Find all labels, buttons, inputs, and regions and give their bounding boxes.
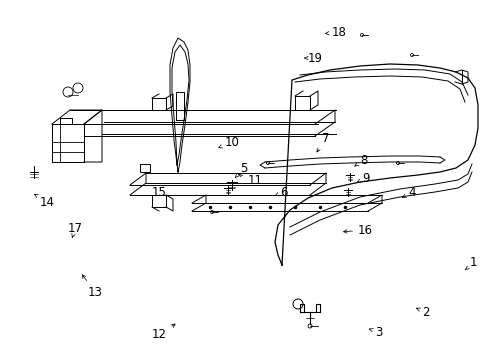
Text: 16: 16 <box>343 224 372 237</box>
Text: 13: 13 <box>82 275 102 298</box>
Text: 2: 2 <box>416 306 428 319</box>
Text: 3: 3 <box>368 325 382 338</box>
Text: 6: 6 <box>274 185 287 198</box>
Text: 14: 14 <box>35 194 55 208</box>
Text: 10: 10 <box>218 135 240 149</box>
Text: 11: 11 <box>238 174 263 186</box>
Text: 17: 17 <box>68 221 83 238</box>
Text: 19: 19 <box>304 51 323 64</box>
Text: 15: 15 <box>152 185 166 198</box>
Text: 5: 5 <box>235 162 247 177</box>
Text: 1: 1 <box>464 256 476 270</box>
Text: 7: 7 <box>316 131 329 152</box>
Text: 4: 4 <box>402 185 415 198</box>
Text: 12: 12 <box>152 324 175 342</box>
Text: 18: 18 <box>325 26 346 39</box>
Bar <box>140 164 150 172</box>
Text: 8: 8 <box>354 153 366 166</box>
Text: 9: 9 <box>356 171 369 185</box>
